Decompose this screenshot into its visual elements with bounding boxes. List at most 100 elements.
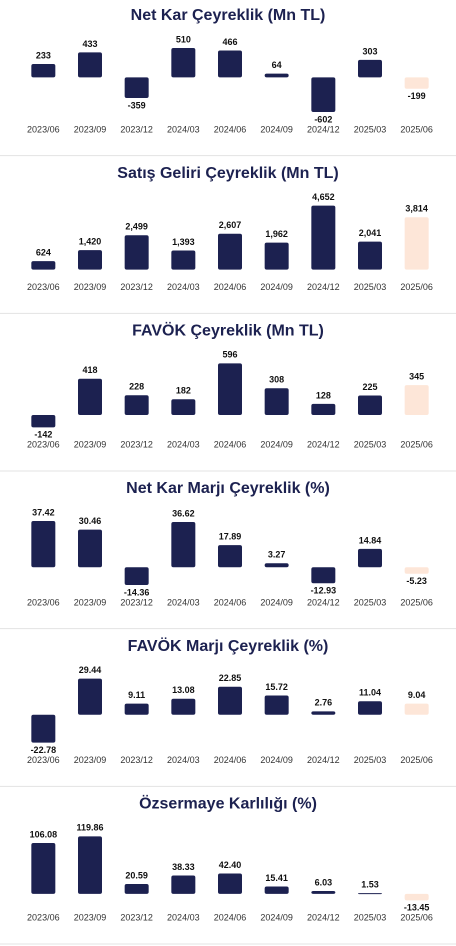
value-label: 20.59 xyxy=(125,870,148,880)
x-tick-label: 2024/06 xyxy=(214,440,247,450)
bar xyxy=(124,395,149,416)
value-label: 2,041 xyxy=(359,228,382,238)
x-tick-label: 2024/06 xyxy=(214,124,247,134)
x-tick-label: 2023/06 xyxy=(27,440,60,450)
x-tick-label: 2024/06 xyxy=(214,282,247,292)
x-tick-label: 2025/03 xyxy=(354,124,387,134)
bar xyxy=(358,395,382,416)
x-tick-label: 2023/12 xyxy=(120,913,153,923)
value-label: 9.11 xyxy=(128,690,145,700)
bar xyxy=(218,50,242,78)
bar xyxy=(218,363,242,416)
bar xyxy=(31,261,56,270)
value-label: 2.76 xyxy=(315,698,333,708)
x-tick-label: 2023/09 xyxy=(74,597,107,607)
bar xyxy=(404,77,429,89)
value-label: 17.89 xyxy=(219,532,242,542)
x-tick-label: 2024/09 xyxy=(260,597,293,607)
x-tick-label: 2024/09 xyxy=(260,282,293,292)
x-tick-label: 2023/12 xyxy=(120,755,153,765)
bar xyxy=(264,886,289,894)
value-label: 466 xyxy=(222,37,237,47)
value-label: 4,652 xyxy=(312,192,335,202)
bar xyxy=(264,563,289,568)
value-label: 13.08 xyxy=(172,685,195,695)
x-tick-label: 2023/09 xyxy=(74,282,107,292)
x-tick-label: 2023/09 xyxy=(74,913,107,923)
value-label: 225 xyxy=(362,382,377,392)
x-tick-label: 2025/06 xyxy=(400,440,433,450)
bar xyxy=(218,233,242,270)
value-label: 308 xyxy=(269,375,284,385)
x-tick-label: 2024/12 xyxy=(307,124,340,134)
x-tick-label: 2024/03 xyxy=(167,124,200,134)
bar xyxy=(78,529,102,568)
x-tick-label: 2023/12 xyxy=(120,282,153,292)
x-tick-label: 2025/03 xyxy=(354,913,387,923)
bar xyxy=(31,415,56,428)
bar xyxy=(31,714,56,743)
bar xyxy=(78,836,102,894)
x-tick-label: 2023/06 xyxy=(27,124,60,134)
value-label: 128 xyxy=(316,390,331,400)
x-tick-label: 2025/06 xyxy=(400,913,433,923)
value-label: 15.72 xyxy=(265,682,288,692)
x-tick-label: 2023/06 xyxy=(27,913,60,923)
x-tick-label: 2023/06 xyxy=(27,282,60,292)
x-tick-label: 2025/06 xyxy=(400,282,433,292)
bar xyxy=(171,698,196,715)
bar xyxy=(264,242,289,270)
value-label: 11.04 xyxy=(359,688,381,698)
x-tick-label: 2023/12 xyxy=(120,124,153,134)
value-label: 106.08 xyxy=(30,829,58,839)
value-label: -142 xyxy=(34,430,52,440)
chart-title: FAVÖK Marjı Çeyreklik (%) xyxy=(128,636,329,655)
bar xyxy=(171,521,196,568)
x-tick-label: 2024/12 xyxy=(307,597,340,607)
value-label: 3,814 xyxy=(405,204,428,214)
bar xyxy=(78,250,102,270)
value-label: 303 xyxy=(362,46,377,56)
value-label: 22.85 xyxy=(219,673,242,683)
x-tick-label: 2025/06 xyxy=(400,755,433,765)
x-tick-label: 2023/12 xyxy=(120,597,153,607)
x-tick-label: 2024/03 xyxy=(167,755,200,765)
value-label: 433 xyxy=(82,39,97,49)
bar xyxy=(171,399,196,416)
bar xyxy=(218,686,242,715)
value-label: 345 xyxy=(409,371,424,381)
bar xyxy=(124,883,149,894)
x-tick-label: 2023/06 xyxy=(27,755,60,765)
bar xyxy=(78,52,102,78)
bar xyxy=(311,890,336,894)
x-tick-label: 2025/03 xyxy=(354,440,387,450)
value-label: 119.86 xyxy=(76,823,103,833)
bar xyxy=(124,567,149,585)
x-tick-label: 2025/03 xyxy=(354,755,387,765)
x-tick-label: 2024/12 xyxy=(307,282,340,292)
value-label: 596 xyxy=(222,350,237,360)
x-tick-label: 2023/06 xyxy=(27,597,60,607)
bar xyxy=(404,893,429,901)
value-label: -14.36 xyxy=(124,587,150,597)
bar xyxy=(171,875,196,894)
bar xyxy=(171,250,196,270)
bar xyxy=(358,701,382,715)
value-label: 3.27 xyxy=(268,550,286,560)
bar xyxy=(311,403,336,416)
bar xyxy=(78,678,102,715)
bar xyxy=(264,388,289,416)
chart-title: FAVÖK Çeyreklik (Mn TL) xyxy=(132,321,324,340)
bar xyxy=(311,77,336,112)
value-label: 30.46 xyxy=(79,516,102,526)
x-tick-label: 2023/09 xyxy=(74,440,107,450)
value-label: 29.44 xyxy=(79,665,102,675)
value-label: 38.33 xyxy=(172,862,195,872)
bar xyxy=(404,217,429,270)
bar xyxy=(31,842,56,894)
bar xyxy=(124,235,149,270)
x-tick-label: 2024/03 xyxy=(167,597,200,607)
value-label: -13.45 xyxy=(404,903,430,913)
x-tick-label: 2025/06 xyxy=(400,124,433,134)
value-label: 233 xyxy=(36,50,51,60)
